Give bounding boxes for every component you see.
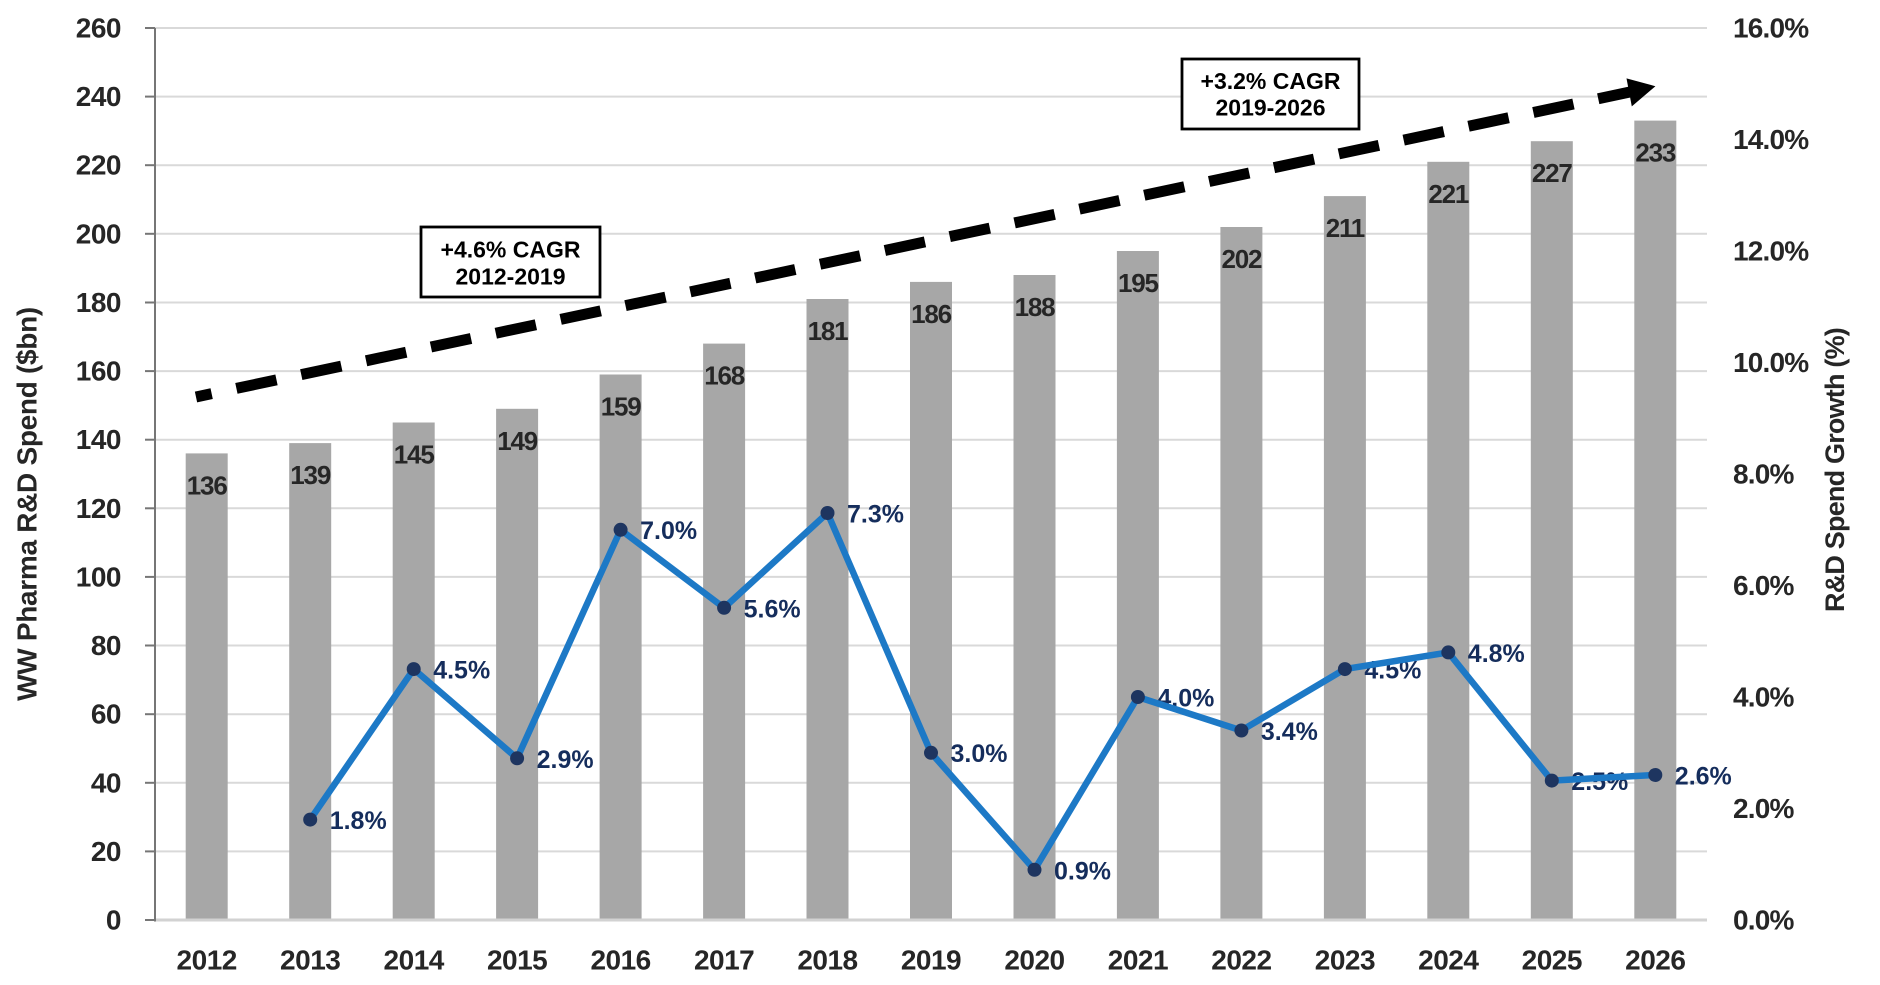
svg-text:211: 211 (1326, 213, 1365, 243)
svg-text:2018: 2018 (797, 945, 857, 976)
svg-text:195: 195 (1118, 268, 1159, 298)
svg-text:4.5%: 4.5% (433, 657, 490, 685)
svg-text:3.4%: 3.4% (1261, 718, 1318, 746)
svg-text:3.0%: 3.0% (951, 740, 1008, 768)
svg-text:2026: 2026 (1625, 945, 1685, 976)
svg-text:140: 140 (76, 424, 121, 455)
svg-text:202: 202 (1222, 244, 1263, 274)
svg-text:136: 136 (187, 470, 228, 500)
svg-text:20: 20 (91, 836, 121, 867)
svg-text:2023: 2023 (1315, 945, 1375, 976)
svg-text:2014: 2014 (384, 945, 445, 976)
svg-text:181: 181 (808, 316, 849, 346)
svg-text:2025: 2025 (1522, 945, 1582, 976)
svg-text:2.6%: 2.6% (1675, 763, 1732, 791)
svg-text:WW Pharma R&D Spend ($bn): WW Pharma R&D Spend ($bn) (12, 307, 43, 701)
svg-text:R&D Spend Growth (%): R&D Spend Growth (%) (1820, 328, 1850, 612)
svg-text:160: 160 (76, 356, 121, 387)
svg-text:2024: 2024 (1418, 945, 1479, 976)
svg-text:200: 200 (76, 218, 121, 249)
svg-text:139: 139 (290, 460, 331, 490)
svg-text:0.9%: 0.9% (1054, 857, 1111, 885)
svg-text:180: 180 (76, 287, 121, 318)
svg-text:227: 227 (1532, 158, 1573, 188)
svg-text:168: 168 (704, 361, 745, 391)
svg-text:80: 80 (91, 630, 121, 661)
svg-text:2013: 2013 (280, 945, 340, 976)
svg-text:2019: 2019 (901, 945, 961, 976)
svg-text:120: 120 (76, 493, 121, 524)
svg-text:233: 233 (1635, 138, 1676, 168)
svg-text:2019-2026: 2019-2026 (1216, 95, 1326, 121)
svg-text:+3.2% CAGR: +3.2% CAGR (1201, 68, 1341, 94)
svg-text:2012: 2012 (177, 945, 237, 976)
svg-text:6.0%: 6.0% (1733, 570, 1795, 601)
svg-text:4.8%: 4.8% (1468, 640, 1525, 668)
svg-text:14.0%: 14.0% (1733, 124, 1809, 155)
svg-text:2015: 2015 (487, 945, 547, 976)
svg-text:186: 186 (911, 299, 952, 329)
svg-text:2022: 2022 (1211, 945, 1271, 976)
svg-text:145: 145 (394, 440, 435, 470)
svg-text:2.9%: 2.9% (537, 746, 594, 774)
svg-text:16.0%: 16.0% (1733, 13, 1809, 44)
svg-text:260: 260 (76, 13, 121, 44)
svg-text:2021: 2021 (1108, 945, 1168, 976)
svg-text:40: 40 (91, 767, 121, 798)
svg-text:5.6%: 5.6% (744, 595, 801, 623)
svg-text:2016: 2016 (590, 945, 650, 976)
svg-text:2.0%: 2.0% (1733, 793, 1795, 824)
svg-text:2012-2019: 2012-2019 (456, 264, 566, 290)
svg-text:240: 240 (76, 81, 121, 112)
svg-text:100: 100 (76, 561, 121, 592)
svg-text:149: 149 (497, 426, 538, 456)
svg-text:+4.6% CAGR: +4.6% CAGR (441, 237, 581, 263)
svg-text:4.0%: 4.0% (1733, 682, 1795, 713)
svg-text:221: 221 (1428, 179, 1469, 209)
svg-text:60: 60 (91, 699, 121, 730)
svg-text:2020: 2020 (1004, 945, 1064, 976)
svg-text:10.0%: 10.0% (1733, 347, 1809, 378)
svg-text:7.0%: 7.0% (640, 517, 697, 545)
svg-text:1.8%: 1.8% (330, 807, 387, 835)
svg-text:8.0%: 8.0% (1733, 459, 1795, 490)
svg-text:188: 188 (1015, 292, 1056, 322)
svg-text:159: 159 (601, 392, 642, 422)
svg-text:220: 220 (76, 150, 121, 181)
svg-text:7.3%: 7.3% (847, 501, 904, 529)
svg-text:0.0%: 0.0% (1733, 905, 1795, 936)
svg-text:0: 0 (106, 905, 121, 936)
svg-text:2017: 2017 (694, 945, 754, 976)
svg-text:12.0%: 12.0% (1733, 236, 1809, 267)
